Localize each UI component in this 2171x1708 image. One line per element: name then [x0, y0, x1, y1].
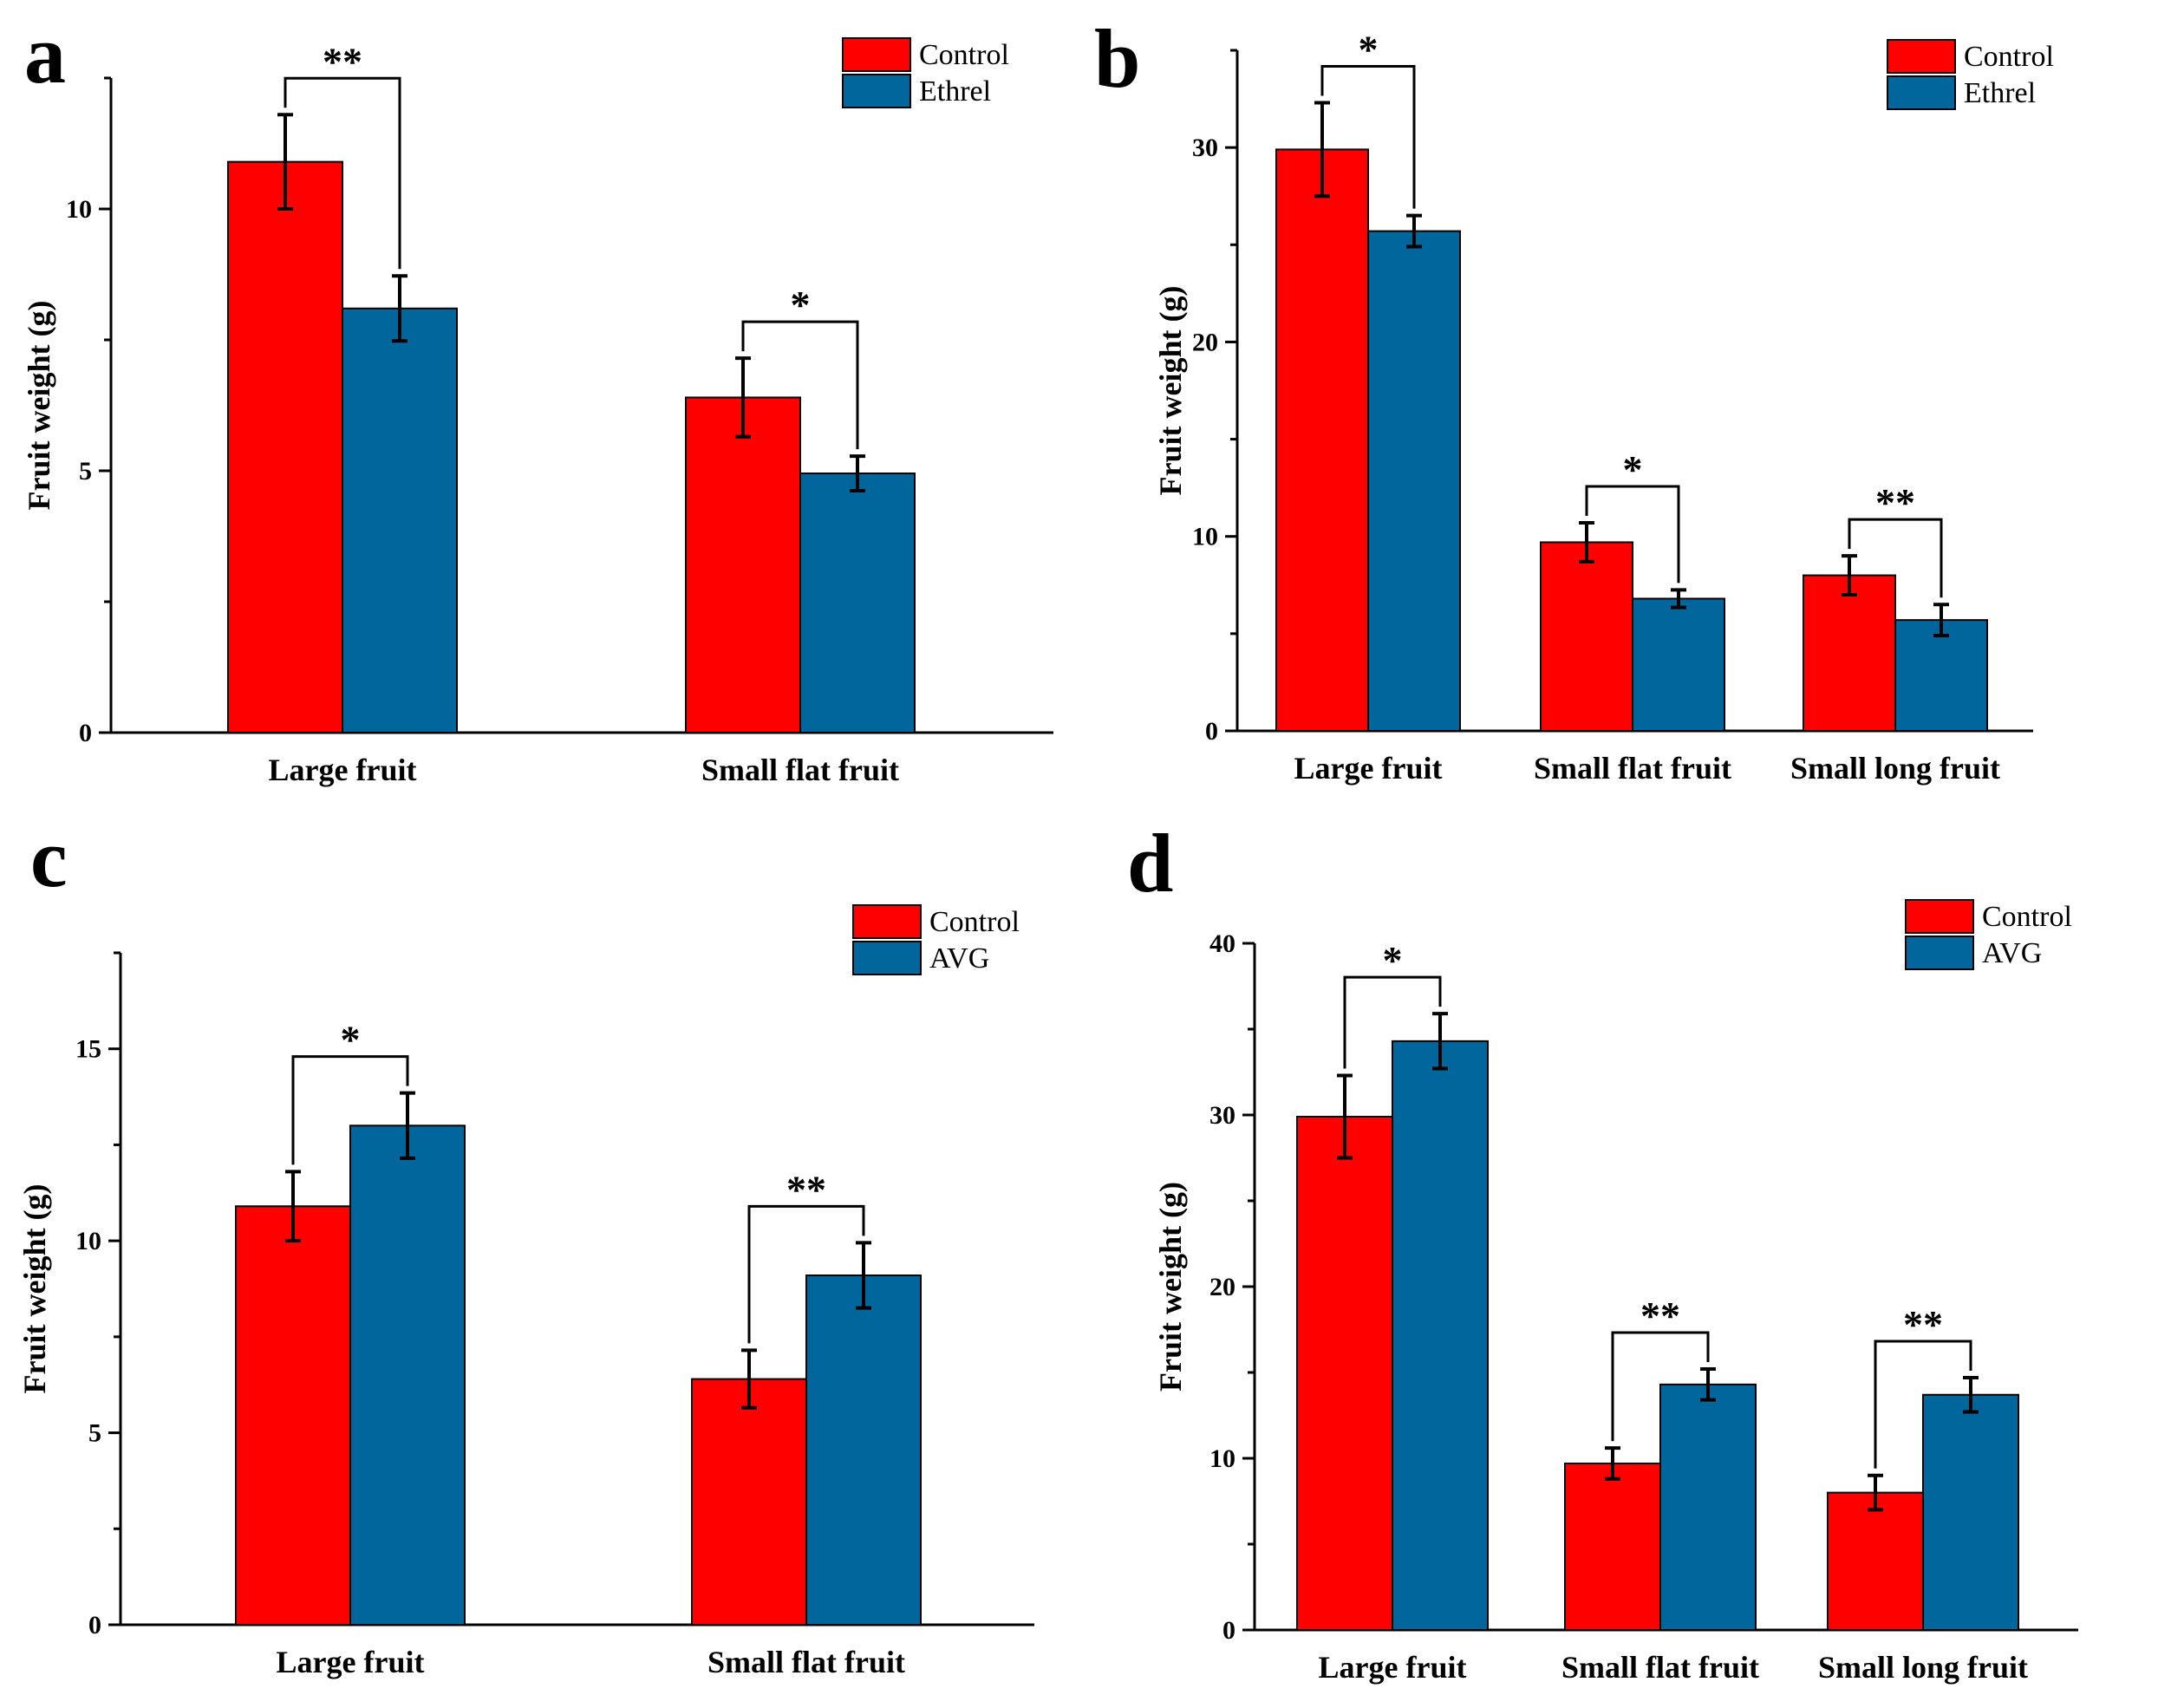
significance-marker: **	[1875, 480, 1915, 525]
y-tick-label: 10	[1192, 523, 1218, 551]
y-axis-label: Fruit weight (g)	[17, 1184, 52, 1394]
y-tick-label: 20	[1209, 1273, 1235, 1301]
bar-control	[1275, 148, 1369, 732]
chart-panel-b: b Fruit weight (g) 0 10 20 30 Large fruit * Smal…	[1094, 12, 2054, 786]
legend-swatch	[852, 904, 922, 939]
panel-letter: a	[24, 8, 66, 101]
bar-treatment	[1392, 1040, 1489, 1631]
legend-swatch	[1887, 75, 1956, 110]
significance-bracket	[1343, 975, 1442, 1069]
bar-control	[1296, 1115, 1393, 1631]
x-category-label: Small long fruit	[1818, 1650, 2028, 1685]
y-tick-label: 0	[79, 719, 92, 747]
legend-swatch	[842, 37, 911, 72]
significance-bracket	[741, 320, 859, 450]
y-tick-label: 5	[79, 457, 92, 486]
chart-panel-d: d Fruit weight (g) 0 10 20 30 40 Large fruit * Sm…	[1127, 817, 2078, 1685]
y-tick-label: 40	[1209, 929, 1235, 958]
legend-label: Ethrel	[1964, 77, 2036, 109]
bar-control	[1564, 1462, 1661, 1631]
x-category-label: Small long fruit	[1790, 751, 2000, 786]
significance-bracket	[1611, 1331, 1710, 1442]
bar-treatment	[1367, 230, 1461, 733]
y-tick-label: 0	[88, 1611, 101, 1640]
bar-treatment	[1659, 1383, 1757, 1631]
legend-label: AVG	[929, 942, 989, 975]
x-category-label: Large fruit	[269, 753, 417, 787]
y-axis-label: Fruit weight (g)	[1153, 286, 1188, 496]
legend-swatch	[842, 74, 911, 108]
x-category-label: Large fruit	[277, 1645, 425, 1679]
bar-treatment	[342, 307, 458, 733]
y-tick-label: 30	[1209, 1101, 1235, 1130]
x-category-label: Small flat fruit	[1534, 751, 1731, 786]
significance-bracket	[1848, 518, 1943, 598]
y-tick-label: 10	[1209, 1444, 1235, 1473]
panel-letter: b	[1094, 12, 1140, 105]
bar-treatment	[1894, 619, 1988, 733]
bar-treatment	[349, 1125, 466, 1627]
significance-marker: **	[1903, 1302, 1943, 1346]
legend-swatch	[1887, 39, 1956, 74]
legend-label: Control	[919, 39, 1009, 71]
significance-marker: **	[786, 1167, 826, 1211]
panel-letter: d	[1127, 817, 1173, 909]
bar-control	[1827, 1491, 1924, 1631]
x-category-label: Large fruit	[1294, 751, 1443, 786]
legend-label: AVG	[1982, 937, 2042, 969]
significance-marker: *	[1359, 28, 1379, 72]
legend-label: Control	[1982, 901, 2072, 933]
bar-treatment	[799, 473, 916, 734]
x-category-label: Small flat fruit	[1561, 1650, 1759, 1685]
legend-label: Ethrel	[919, 75, 991, 108]
chart-panel-a: a Fruit weight (g) 0 5 10 Large fruit ** Small …	[22, 8, 1053, 787]
x-category-label: Small flat fruit	[701, 753, 899, 787]
significance-bracket	[1874, 1340, 1972, 1469]
bar-control	[1803, 574, 1896, 732]
x-category-label: Small flat fruit	[707, 1645, 905, 1679]
significance-marker: *	[791, 283, 811, 327]
bar-control	[235, 1205, 351, 1627]
legend-label: Control	[1964, 41, 2054, 73]
significance-bracket	[1320, 65, 1416, 209]
chart-panel-c: c Fruit weight (g) 0 5 10 15 Large fruit * Small…	[17, 812, 1034, 1679]
bar-control	[1540, 541, 1633, 733]
y-tick-label: 10	[66, 195, 92, 224]
y-tick-label: 5	[88, 1419, 101, 1448]
bar-control	[691, 1378, 807, 1626]
significance-marker: **	[1640, 1294, 1680, 1338]
significance-marker: *	[1383, 938, 1403, 982]
legend-swatch	[852, 941, 922, 975]
y-axis-label: Fruit weight (g)	[1153, 1182, 1188, 1392]
panel-letter: c	[30, 812, 68, 904]
y-tick-label: 0	[1222, 1616, 1235, 1645]
x-category-label: Large fruit	[1319, 1650, 1467, 1685]
bar-treatment	[1632, 597, 1725, 732]
bar-treatment	[805, 1274, 922, 1626]
legend-swatch	[1905, 899, 1974, 934]
significance-marker: *	[341, 1018, 361, 1062]
significance-bracket	[284, 76, 401, 270]
bar-control	[685, 396, 801, 733]
significance-bracket	[747, 1204, 865, 1344]
y-tick-label: 20	[1192, 328, 1218, 356]
y-tick-label: 30	[1192, 134, 1218, 162]
y-tick-label: 10	[75, 1227, 101, 1255]
y-tick-label: 0	[1205, 717, 1218, 746]
significance-marker: **	[323, 39, 362, 83]
significance-bracket	[291, 1055, 409, 1165]
significance-bracket	[1585, 485, 1680, 583]
bar-control	[227, 160, 343, 733]
legend-label: Control	[929, 906, 1020, 938]
y-tick-label: 15	[75, 1035, 101, 1064]
significance-marker: *	[1623, 447, 1643, 492]
bar-treatment	[1922, 1393, 2019, 1631]
legend-swatch	[1905, 935, 1974, 970]
y-axis-label: Fruit weight (g)	[22, 301, 56, 511]
